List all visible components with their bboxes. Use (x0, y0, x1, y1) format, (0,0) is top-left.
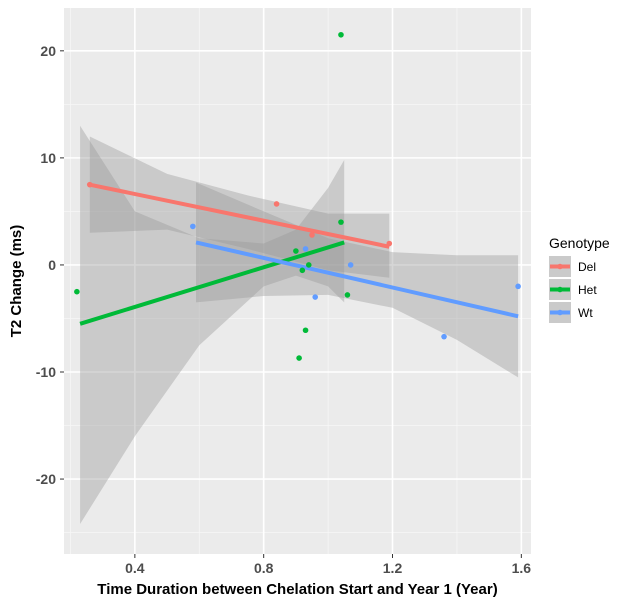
data-point-het (344, 292, 351, 298)
data-point-het (338, 31, 344, 38)
legend-title: Genotype (549, 235, 610, 251)
fit-line-wt (195, 240, 519, 319)
grid-minor (64, 8, 531, 554)
y-tick-label: 20 (40, 43, 56, 59)
data-point-wt (515, 283, 521, 290)
y-tick-label: 0 (48, 257, 56, 273)
data-point-het (299, 267, 306, 274)
data-point-het (338, 219, 344, 225)
x-tick-label: 1.2 (383, 560, 403, 576)
data-point-del (386, 240, 393, 247)
legend-key-point (557, 263, 563, 270)
data-point-het (302, 327, 309, 334)
legend-label-wt: Wt (578, 306, 593, 320)
data-points (74, 31, 521, 361)
fit-lines (79, 182, 519, 326)
legend-key-point (557, 309, 563, 316)
data-point-het (305, 262, 312, 268)
panel-background (64, 8, 531, 554)
data-point-het (296, 355, 302, 361)
x-tick-label: 0.4 (125, 560, 145, 576)
y-tick-label: -10 (36, 364, 56, 380)
legend-label-del: Del (578, 260, 596, 274)
legend: Genotype Del Het Wt (549, 235, 610, 323)
confidence-band-het (80, 125, 345, 525)
x-tick-label: 1.6 (512, 560, 532, 576)
fit-line-del (89, 182, 390, 249)
data-point-wt (441, 333, 447, 340)
data-point-wt (302, 246, 309, 252)
data-point-het (293, 248, 299, 254)
data-point-het (74, 288, 80, 295)
x-axis-ticks: 0.4 0.8 1.2 1.6 (125, 554, 531, 576)
legend-label-het: Het (578, 283, 597, 297)
y-tick-label: 10 (40, 150, 56, 166)
x-axis-title: Time Duration between Chelation Start an… (97, 581, 497, 598)
data-point-wt (312, 294, 319, 300)
data-point-del (309, 232, 315, 238)
y-tick-label: -20 (36, 471, 56, 487)
confidence-band-del (89, 136, 390, 278)
data-point-wt (190, 223, 196, 230)
legend-key-point (557, 286, 563, 293)
data-point-wt (347, 262, 354, 268)
data-point-del (86, 181, 93, 188)
fit-line-het (79, 240, 345, 326)
x-tick-label: 0.8 (254, 560, 274, 576)
grid-major (64, 8, 531, 554)
data-point-del (273, 201, 280, 207)
y-axis-ticks: -20 -10 0 10 20 (36, 43, 64, 487)
y-axis-title: T2 Change (ms) (8, 225, 25, 338)
